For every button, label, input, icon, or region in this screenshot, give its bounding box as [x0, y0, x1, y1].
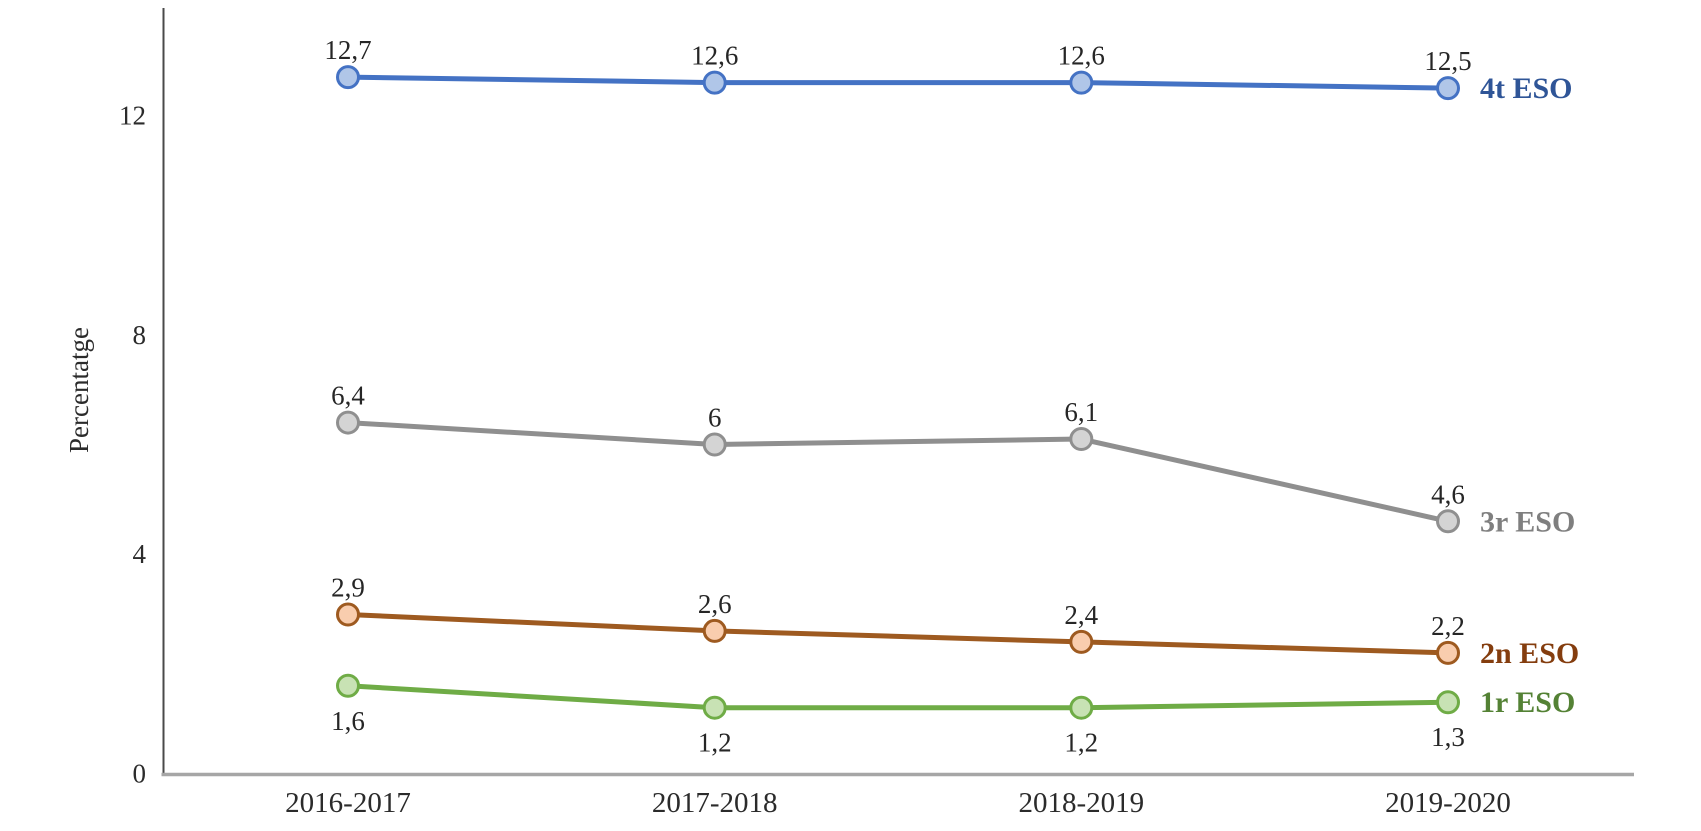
data-label: 6,1	[1064, 397, 1098, 427]
x-tick-label: 2018-2019	[1018, 787, 1144, 819]
data-point	[336, 410, 360, 435]
data-label: 1,2	[1064, 728, 1098, 758]
data-label: 1,6	[331, 706, 365, 736]
series-label-2n-eso: 2n ESO	[1480, 637, 1579, 670]
data-point	[1069, 695, 1094, 720]
series-line-1r-eso	[345, 683, 1451, 711]
data-point	[702, 695, 727, 720]
y-tick-label: 0	[133, 759, 147, 789]
x-tick-label: 2019-2020	[1385, 787, 1511, 819]
series-line-2n-eso	[345, 611, 1451, 656]
data-label: 2,9	[331, 572, 365, 602]
y-tick-label: 4	[133, 539, 147, 569]
data-point	[702, 618, 727, 643]
x-tick-label: 2017-2018	[652, 787, 778, 819]
data-point	[1436, 640, 1460, 665]
y-tick-label: 12	[119, 101, 146, 131]
data-point	[1069, 427, 1094, 452]
data-point	[1436, 509, 1460, 534]
y-tick-label: 8	[133, 320, 147, 350]
data-point	[1436, 690, 1460, 715]
plot-area: 0 4 8 12 2016-2017 2017-2018 2018-2019 2019-202…	[119, 8, 1634, 819]
data-point	[1436, 76, 1460, 101]
data-label: 2,4	[1064, 600, 1098, 630]
y-axis-title: Percentatge	[64, 327, 94, 453]
data-point	[702, 432, 727, 457]
series-line-4t-eso	[345, 74, 1451, 91]
data-point	[336, 65, 360, 90]
data-label: 12,6	[1058, 41, 1105, 71]
data-label: 6,4	[331, 381, 365, 411]
data-label: 6	[708, 403, 722, 433]
data-label: 12,5	[1424, 46, 1471, 76]
data-point	[336, 602, 360, 627]
x-tick-label: 2016-2017	[285, 787, 411, 819]
data-point	[702, 70, 727, 95]
data-label: 1,2	[698, 728, 732, 758]
data-label: 2,6	[698, 589, 732, 619]
series-line-3r-eso	[345, 420, 1451, 524]
data-label: 12,6	[691, 41, 738, 71]
data-label: 2,2	[1431, 611, 1465, 641]
data-label: 4,6	[1431, 479, 1465, 509]
data-point	[336, 673, 360, 698]
series-label-1r-eso: 1r ESO	[1480, 686, 1575, 719]
data-point	[1069, 629, 1094, 654]
series-label-4t-eso: 4t ESO	[1480, 72, 1573, 105]
data-label: 1,3	[1431, 722, 1465, 752]
series-label-3r-eso: 3r ESO	[1480, 505, 1575, 538]
data-point	[1069, 70, 1094, 95]
data-label: 12,7	[324, 35, 371, 65]
